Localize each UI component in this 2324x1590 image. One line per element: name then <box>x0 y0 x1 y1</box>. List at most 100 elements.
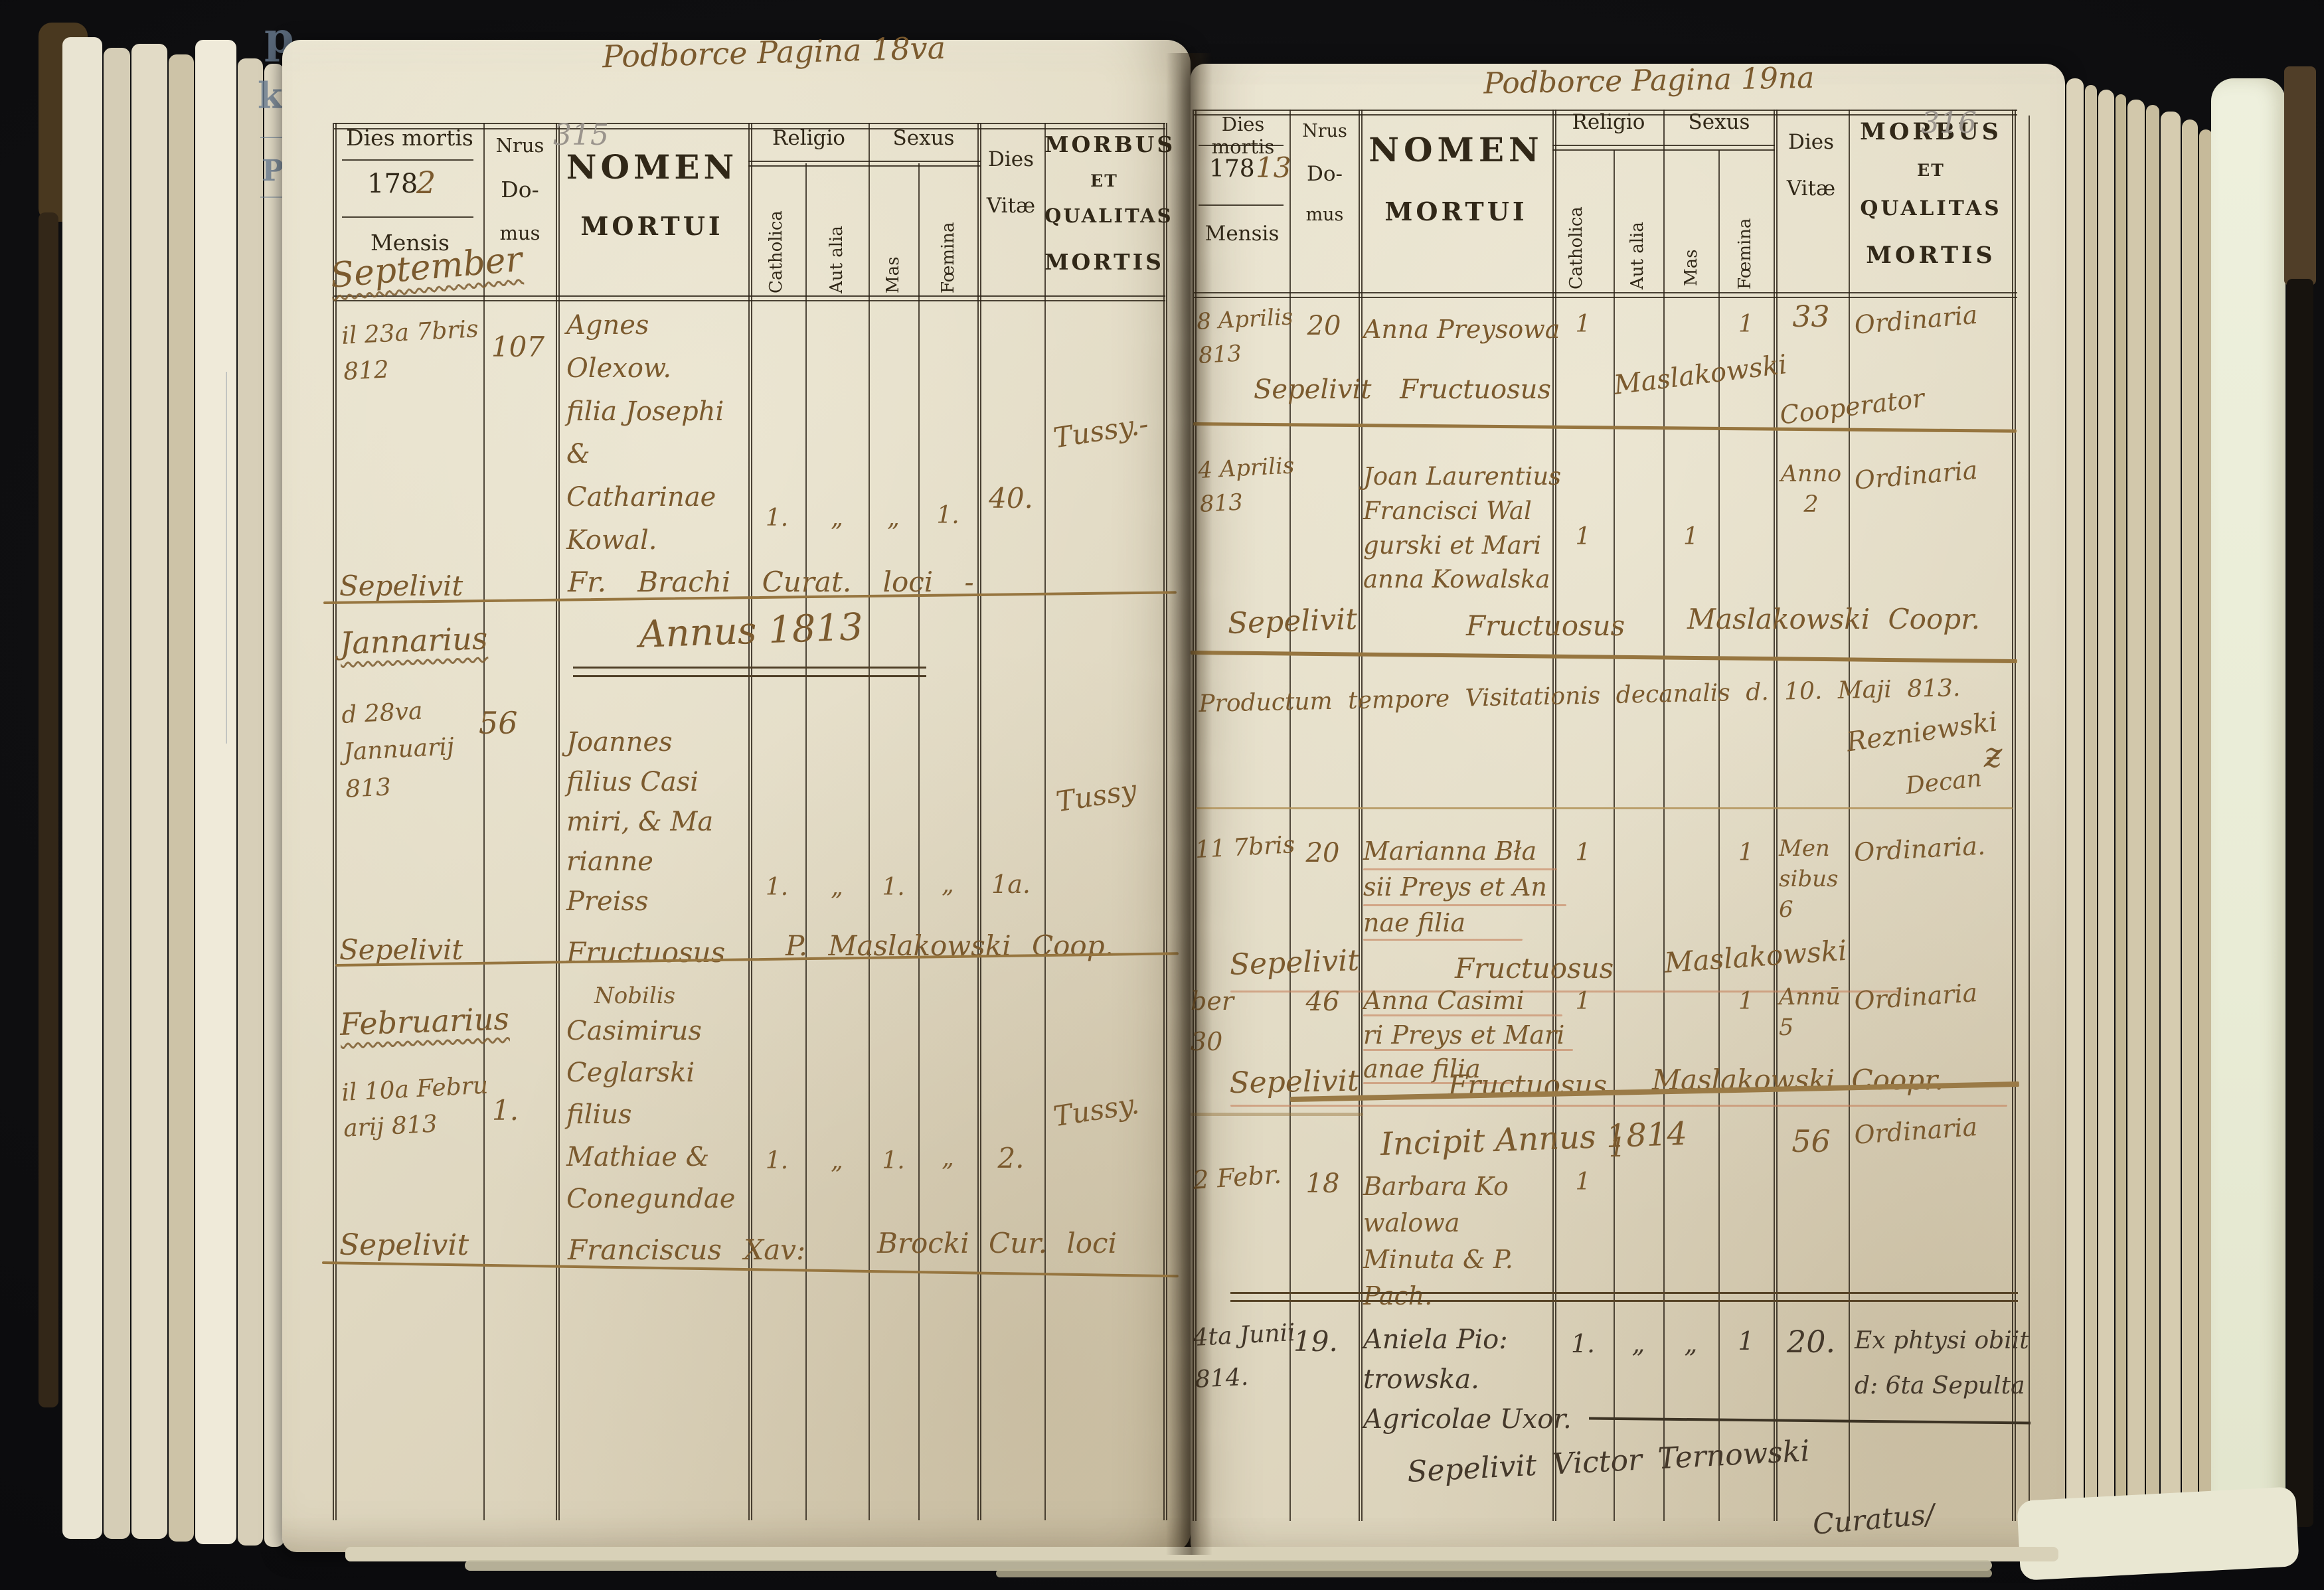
entry1-foemina-mark: 1. <box>936 502 959 529</box>
entry4-catholica-mark: 1 <box>1575 988 1591 1015</box>
bottom-page-edges <box>465 1560 1992 1571</box>
entry2-mas-mark: 1 <box>1683 523 1699 550</box>
entry3-minister2: Maslakowski <box>1663 933 1848 979</box>
bottom-corner-page-wedge <box>2017 1486 2299 1581</box>
entry3-autalia-mark: „ <box>831 1147 843 1174</box>
entry2-minister: Fructuosus <box>1466 609 1625 642</box>
entry2-autalia-mark: „ <box>831 874 843 901</box>
incipit-morbus: Ordinaria <box>1853 1112 1979 1150</box>
entry3-minister2: Brocki Cur. loci <box>877 1227 1118 1259</box>
religio-sexus-divider <box>748 165 981 167</box>
page-edge-strip <box>169 54 194 1542</box>
entry3-morbus: Tussy. <box>1051 1087 1141 1133</box>
dies-mortis-divider <box>1199 204 1284 206</box>
leather-cover-edge <box>2284 66 2316 285</box>
col-header-mortis: MORTIS <box>1866 242 1996 269</box>
entry5-catholica-mark: 1 <box>1575 1168 1591 1196</box>
entry1-morbus: Tussy.- <box>1051 407 1151 455</box>
entry1-house-number: 20 <box>1307 311 1341 341</box>
annus-underline <box>573 667 926 669</box>
col-header-mus: mus <box>1305 204 1344 225</box>
visitation-separator-line <box>1196 807 2013 809</box>
header-bottom-rule <box>1194 297 2017 298</box>
entry2-foemina-mark: „ <box>942 871 954 898</box>
entry2-house-number: 56 <box>479 705 518 741</box>
book-gutter-shadow <box>1166 53 1212 1555</box>
column-rule <box>1614 150 1615 1521</box>
signature-flourish: ƶ <box>1984 736 2003 775</box>
entry1-dies-vitae: 33 <box>1792 300 1830 334</box>
entry3-sepelivit: Sepelivit <box>339 1228 469 1262</box>
entry3-house-number: 1. <box>492 1094 519 1127</box>
col-header-do: Do- <box>501 177 539 202</box>
entry1-sepelivit: Sepelivit <box>339 570 463 602</box>
col-header-aut-alia: Aut alia <box>827 226 847 293</box>
col-header-nomen: NOMEN <box>1369 130 1544 169</box>
right-page-edge-stack <box>2062 0 2324 1590</box>
page-edge-strip <box>2199 129 2212 1537</box>
religio-sexus-divider <box>1552 145 1775 146</box>
left-page-edge-stack <box>0 0 286 1590</box>
entry6-separator-rule <box>1588 1417 2031 1425</box>
entry1-minister: Fr. Brachi Curat. loci - <box>568 566 974 598</box>
entry3-minister: Fructuosus <box>1455 952 1614 985</box>
column-rule <box>977 123 981 1520</box>
page-edge-strip <box>2161 112 2181 1546</box>
col-header-dies-mortis: Dies mortis <box>1211 113 1275 158</box>
col-header-dies: Dies <box>1787 130 1835 154</box>
printed-year: 178 <box>1209 155 1255 183</box>
entry2-mas-mark: 1. <box>882 874 905 901</box>
entry3-house-number: 20 <box>1305 838 1340 868</box>
entry6-mas-mark: „ <box>1684 1329 1698 1358</box>
page-edge-strip <box>2127 100 2145 1550</box>
entry1-dies-vitae: 40. <box>989 482 1033 515</box>
page-edge-strip <box>2066 78 2084 1553</box>
entry6-catholica-mark: 1. <box>1570 1329 1596 1358</box>
col-header-morbus: MORBUS <box>1860 118 2002 145</box>
annus-1813-heading: Annus 1813 <box>638 605 864 657</box>
entry1-name: Agnes Olexow. filia Josephi & Catharinae… <box>566 310 724 556</box>
col-header-et: ET <box>1090 171 1118 191</box>
entry6-house-number: 19. <box>1293 1325 1338 1358</box>
underlying-page-rule <box>226 372 227 744</box>
entry3-nobilis: Nobilis <box>594 983 676 1009</box>
entry1-minister: Maslakowski <box>1612 349 1789 401</box>
annus-underline <box>573 675 926 677</box>
year-separator-fade <box>1191 1113 1363 1116</box>
entry6-minister: Curatus/ <box>1811 1497 1936 1541</box>
handwritten-year-suffix: 2 <box>416 165 436 200</box>
col-header-et: ET <box>1917 161 1945 180</box>
dies-mortis-divider <box>1199 145 1284 146</box>
col-header-foemina: Fœmina <box>938 222 958 293</box>
incipit-catholica-mark: 1 <box>1609 1133 1626 1163</box>
col-header-mortis: MORTIS <box>1044 249 1164 275</box>
col-header-mortui: MORTUI <box>1384 197 1528 226</box>
page-edge-strip <box>264 64 284 1547</box>
leather-cover-sliver <box>39 212 58 1407</box>
column-rule <box>1552 110 1556 1521</box>
entry4-morbus: Ordinaria <box>1853 978 1979 1016</box>
col-header-mas: Mas <box>1681 249 1701 286</box>
red-underline <box>1363 904 1566 906</box>
entry3-catholica-mark: 1 <box>1575 839 1591 866</box>
column-rule <box>1718 150 1720 1521</box>
entry1-minister2: Cooperator <box>1778 383 1926 430</box>
entry4-foemina-mark: 1 <box>1738 988 1754 1015</box>
entry2-dies-vitae: Anno 2 <box>1780 461 1842 518</box>
entry6-foemina-mark: 1 <box>1738 1326 1754 1356</box>
red-underline <box>1363 1014 1562 1016</box>
page-edge-strip <box>2098 90 2114 1550</box>
entry4-sepelivit: Sepelivit <box>1229 1064 1360 1100</box>
col-header-foemina: Fœmina <box>1735 218 1755 289</box>
printed-year: 178 <box>367 169 418 199</box>
col-header-morbus: MORBUS <box>1044 131 1176 157</box>
entry2-morbus: Tussy <box>1054 773 1139 819</box>
col-header-sexus: Sexus <box>892 126 955 150</box>
col-header-qualitas: QUALITAS <box>1860 197 2002 220</box>
religio-sexus-divider <box>1552 149 1775 151</box>
page-edge-strip <box>104 48 130 1539</box>
entry3-morbus: Ordinaria. <box>1853 831 1987 867</box>
religio-sexus-divider <box>748 161 981 162</box>
leather-cover-edge-dark <box>2287 279 2313 1527</box>
